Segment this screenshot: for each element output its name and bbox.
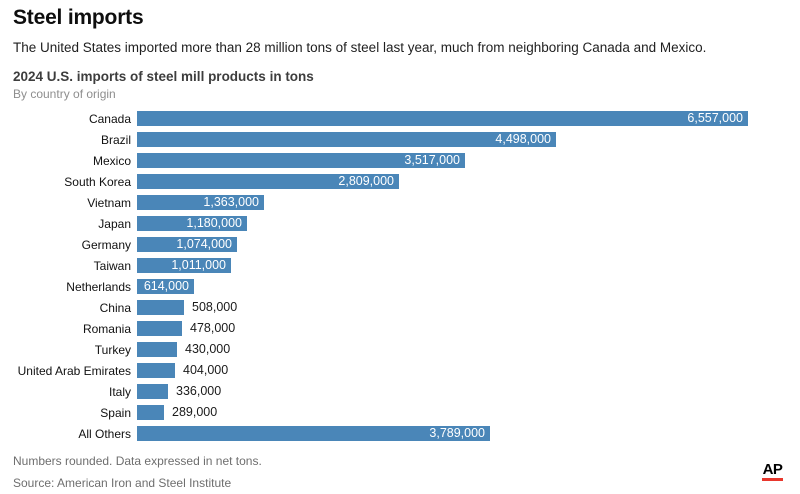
bar [137, 405, 164, 420]
category-label: Germany [81, 237, 131, 252]
bar: 1,363,000 [137, 195, 264, 210]
value-label: 289,000 [172, 405, 218, 419]
bar-row: Taiwan 1,011,000 [13, 258, 786, 273]
chart-title: 2024 U.S. imports of steel mill products… [13, 69, 314, 84]
bar-row: Spain 289,000 [13, 405, 786, 420]
bar-row: Brazil 4,498,000 [13, 132, 786, 147]
value-label: 1,363,000 [203, 195, 259, 209]
category-label: Taiwan [93, 258, 131, 273]
category-label: Turkey [94, 342, 131, 357]
category-label: Italy [108, 384, 131, 399]
category-label: Canada [88, 111, 131, 126]
value-label: 6,557,000 [687, 111, 743, 125]
bar-track: 430,000 [137, 342, 748, 357]
bar: 1,180,000 [137, 216, 247, 231]
category-label: South Korea [64, 174, 131, 189]
source: Source: American Iron and Steel Institut… [13, 476, 232, 490]
bar: 1,074,000 [137, 237, 237, 252]
value-label: 1,011,000 [171, 258, 226, 272]
category-label: China [99, 300, 131, 315]
bar-row: South Korea 2,809,000 [13, 174, 786, 189]
bar: 3,789,000 [137, 426, 490, 441]
value-label: 2,809,000 [338, 174, 394, 188]
value-label: 1,180,000 [186, 216, 242, 230]
ap-logo: AP [762, 461, 783, 481]
bar-row: All Others 3,789,000 [13, 426, 786, 441]
bar: 1,011,000 [137, 258, 231, 273]
bar [137, 363, 175, 378]
value-label: 430,000 [185, 342, 231, 356]
bar-row: Vietnam 1,363,000 [13, 195, 786, 210]
value-label: 508,000 [192, 300, 238, 314]
category-label: Brazil [100, 132, 131, 147]
bar-row: China 508,000 [13, 300, 786, 315]
bar: 3,517,000 [137, 153, 465, 168]
bar: 2,809,000 [137, 174, 399, 189]
category-label: Spain [100, 405, 131, 420]
bar-track: 614,000 [137, 279, 748, 294]
value-label: 4,498,000 [495, 132, 551, 146]
value-label: 614,000 [143, 279, 189, 293]
bar-row: Turkey 430,000 [13, 342, 786, 357]
category-label: Netherlands [66, 279, 131, 294]
value-label: 404,000 [183, 363, 229, 377]
value-label: 3,517,000 [404, 153, 460, 167]
bar-track: 1,011,000 [137, 258, 748, 273]
bar-track: 3,789,000 [137, 426, 748, 441]
bar-track: 6,557,000 [137, 111, 748, 126]
category-label: Mexico [92, 153, 131, 168]
bar-track: 478,000 [137, 321, 748, 336]
bar-track: 1,180,000 [137, 216, 748, 231]
bar-track: 1,363,000 [137, 195, 748, 210]
bar: 6,557,000 [137, 111, 748, 126]
bar-track: 4,498,000 [137, 132, 748, 147]
bar-track: 336,000 [137, 384, 748, 399]
bar [137, 384, 168, 399]
value-label: 3,789,000 [429, 426, 485, 440]
bar [137, 300, 184, 315]
bar-track: 289,000 [137, 405, 748, 420]
bar-track: 1,074,000 [137, 237, 748, 252]
description: The United States imported more than 28 … [13, 40, 707, 55]
bar-row: Mexico 3,517,000 [13, 153, 786, 168]
bar [137, 321, 182, 336]
bar-row: Netherlands 614,000 [13, 279, 786, 294]
bar-row: Canada 6,557,000 [13, 111, 786, 126]
bar-track: 2,809,000 [137, 174, 748, 189]
bar-row: Germany 1,074,000 [13, 237, 786, 252]
bar-row: Italy 336,000 [13, 384, 786, 399]
bar-row: United Arab Emirates 404,000 [13, 363, 786, 378]
category-label: Vietnam [87, 195, 131, 210]
chart-subtitle: By country of origin [13, 87, 116, 101]
bar-track: 508,000 [137, 300, 748, 315]
value-label: 336,000 [176, 384, 222, 398]
bar: 614,000 [137, 279, 194, 294]
ap-logo-underline [762, 478, 783, 481]
footnote: Numbers rounded. Data expressed in net t… [13, 454, 262, 468]
category-label: United Arab Emirates [17, 363, 131, 378]
bar-chart: Canada 6,557,000 Brazil 4,498,000 Mexico 3,51… [13, 111, 786, 441]
value-label: 478,000 [190, 321, 236, 335]
category-label: Japan [98, 216, 131, 231]
bar: 4,498,000 [137, 132, 556, 147]
bar-track: 404,000 [137, 363, 748, 378]
value-label: 1,074,000 [176, 237, 232, 251]
bar-row: Japan 1,180,000 [13, 216, 786, 231]
bar-row: Romania 478,000 [13, 321, 786, 336]
ap-logo-text: AP [762, 461, 783, 478]
page-title: Steel imports [13, 6, 144, 29]
category-label: Romania [82, 321, 131, 336]
bar [137, 342, 177, 357]
category-label: All Others [78, 426, 131, 441]
bar-track: 3,517,000 [137, 153, 748, 168]
